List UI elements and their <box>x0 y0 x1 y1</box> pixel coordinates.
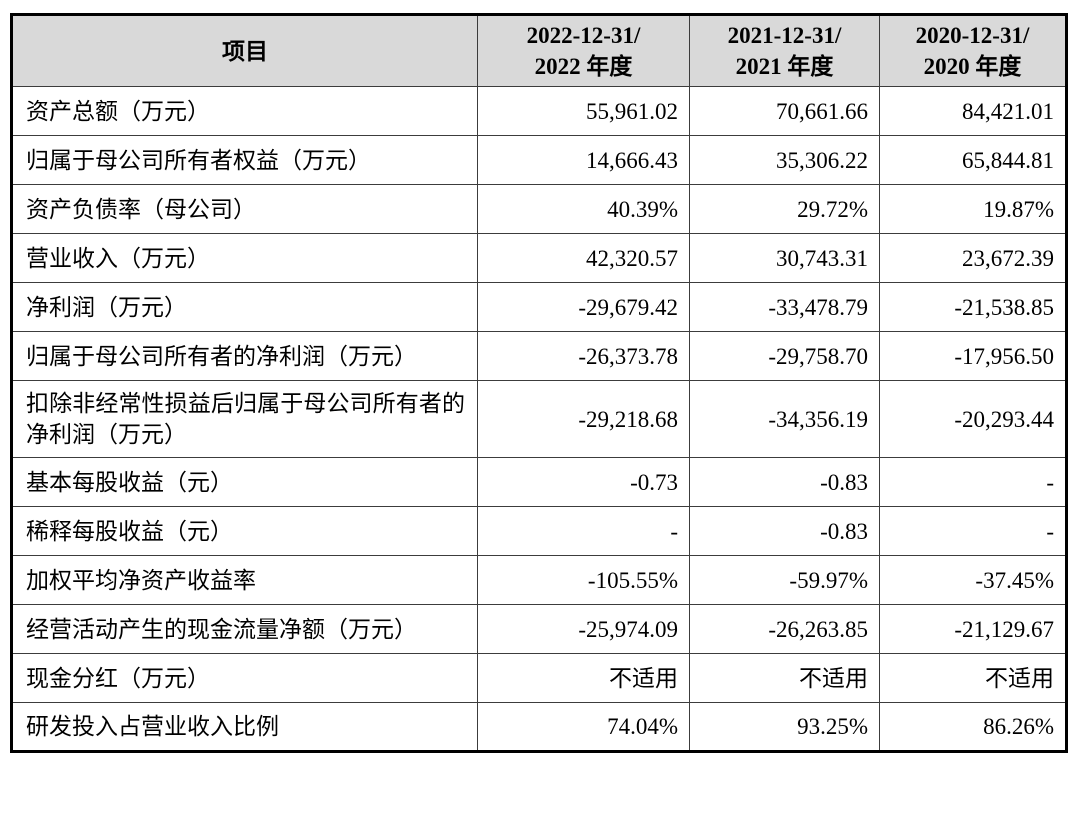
value-2022: -29,679.42 <box>477 282 690 333</box>
value-2022: -105.55% <box>477 555 690 606</box>
table-row: 现金分红（万元） 不适用 不适用 不适用 <box>11 653 1067 704</box>
value-2020: - <box>879 506 1067 557</box>
value-2020: - <box>879 457 1067 508</box>
table-row: 净利润（万元） -29,679.42 -33,478.79 -21,538.85 <box>11 282 1067 333</box>
period-year-2021: 2021 年度 <box>735 54 834 80</box>
period-date-2021: 2021-12-31/ <box>727 23 842 48</box>
value-2020: -37.45% <box>879 555 1067 606</box>
period-date-2020: 2020-12-31/ <box>915 23 1030 48</box>
value-2021: -29,758.70 <box>689 331 880 382</box>
value-2022: 不适用 <box>477 653 690 704</box>
row-label: 经营活动产生的现金流量净额（万元） <box>11 604 478 655</box>
value-2021: 29.72% <box>689 184 880 235</box>
value-2022: 74.04% <box>477 702 690 753</box>
row-label: 资产总额（万元） <box>11 86 478 137</box>
row-label: 归属于母公司所有者的净利润（万元） <box>11 331 478 382</box>
row-label: 基本每股收益（元） <box>11 457 478 508</box>
value-2021: -0.83 <box>689 506 880 557</box>
value-2020: 84,421.01 <box>879 86 1067 137</box>
table-row: 经营活动产生的现金流量净额（万元） -25,974.09 -26,263.85 … <box>11 604 1067 655</box>
column-header-2020: 2020-12-31/ 2020 年度 <box>879 13 1067 88</box>
value-2021: -0.83 <box>689 457 880 508</box>
row-label: 资产负债率（母公司） <box>11 184 478 235</box>
table-body: 资产总额（万元） 55,961.02 70,661.66 84,421.01 归… <box>11 86 1067 753</box>
table-row: 资产负债率（母公司） 40.39% 29.72% 19.87% <box>11 184 1067 235</box>
row-label: 扣除非经常性损益后归属于母公司所有者的净利润（万元） <box>11 380 478 459</box>
value-2020: -20,293.44 <box>879 380 1067 459</box>
value-2020: 65,844.81 <box>879 135 1067 186</box>
value-2020: 不适用 <box>879 653 1067 704</box>
table-row: 资产总额（万元） 55,961.02 70,661.66 84,421.01 <box>11 86 1067 137</box>
table-row: 归属于母公司所有者的净利润（万元） -26,373.78 -29,758.70 … <box>11 331 1067 382</box>
period-date-2022: 2022-12-31/ <box>526 23 641 48</box>
table-header: 项目 2022-12-31/ 2022 年度 2021-12-31/ 2021 … <box>11 13 1067 88</box>
value-2021: -26,263.85 <box>689 604 880 655</box>
value-2020: -21,129.67 <box>879 604 1067 655</box>
value-2021: 70,661.66 <box>689 86 880 137</box>
period-year-2022: 2022 年度 <box>534 54 633 80</box>
value-2022: 55,961.02 <box>477 86 690 137</box>
table-row: 归属于母公司所有者权益（万元） 14,666.43 35,306.22 65,8… <box>11 135 1067 186</box>
row-label: 现金分红（万元） <box>11 653 478 704</box>
value-2020: -17,956.50 <box>879 331 1067 382</box>
value-2022: -25,974.09 <box>477 604 690 655</box>
row-label: 归属于母公司所有者权益（万元） <box>11 135 478 186</box>
table-row: 营业收入（万元） 42,320.57 30,743.31 23,672.39 <box>11 233 1067 284</box>
value-2022: -0.73 <box>477 457 690 508</box>
value-2021: 93.25% <box>689 702 880 753</box>
header-row: 项目 2022-12-31/ 2022 年度 2021-12-31/ 2021 … <box>11 13 1067 88</box>
financial-summary-table: 项目 2022-12-31/ 2022 年度 2021-12-31/ 2021 … <box>10 13 1068 754</box>
value-2021: -33,478.79 <box>689 282 880 333</box>
value-2022: 40.39% <box>477 184 690 235</box>
value-2022: -26,373.78 <box>477 331 690 382</box>
value-2022: - <box>477 506 690 557</box>
row-label: 净利润（万元） <box>11 282 478 333</box>
value-2021: 30,743.31 <box>689 233 880 284</box>
period-year-2020: 2020 年度 <box>923 54 1022 80</box>
value-2021: 35,306.22 <box>689 135 880 186</box>
value-2022: 14,666.43 <box>477 135 690 186</box>
row-label: 加权平均净资产收益率 <box>11 555 478 606</box>
table-row: 稀释每股收益（元） - -0.83 - <box>11 506 1067 557</box>
table-row: 扣除非经常性损益后归属于母公司所有者的净利润（万元） -29,218.68 -3… <box>11 380 1067 459</box>
column-header-item: 项目 <box>11 13 478 88</box>
column-header-2021: 2021-12-31/ 2021 年度 <box>689 13 880 88</box>
row-label: 稀释每股收益（元） <box>11 506 478 557</box>
table-row: 基本每股收益（元） -0.73 -0.83 - <box>11 457 1067 508</box>
value-2021: -59.97% <box>689 555 880 606</box>
value-2021: 不适用 <box>689 653 880 704</box>
value-2022: -29,218.68 <box>477 380 690 459</box>
value-2020: 23,672.39 <box>879 233 1067 284</box>
value-2020: -21,538.85 <box>879 282 1067 333</box>
value-2022: 42,320.57 <box>477 233 690 284</box>
value-2020: 19.87% <box>879 184 1067 235</box>
row-label: 营业收入（万元） <box>11 233 478 284</box>
value-2021: -34,356.19 <box>689 380 880 459</box>
column-header-2022: 2022-12-31/ 2022 年度 <box>477 13 690 88</box>
value-2020: 86.26% <box>879 702 1067 753</box>
table-row: 加权平均净资产收益率 -105.55% -59.97% -37.45% <box>11 555 1067 606</box>
row-label: 研发投入占营业收入比例 <box>11 702 478 753</box>
table-row: 研发投入占营业收入比例 74.04% 93.25% 86.26% <box>11 702 1067 753</box>
